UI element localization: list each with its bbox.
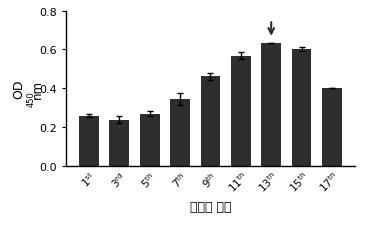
Text: 450: 450 bbox=[26, 90, 36, 106]
Bar bbox=[322, 88, 342, 166]
Bar bbox=[109, 120, 129, 166]
X-axis label: 不同筛 数轮: 不同筛 数轮 bbox=[190, 200, 231, 213]
Bar bbox=[79, 116, 99, 166]
Bar bbox=[231, 56, 251, 166]
Bar bbox=[201, 77, 220, 166]
Bar bbox=[292, 50, 311, 166]
Text: OD: OD bbox=[12, 79, 25, 99]
Text: nm: nm bbox=[31, 79, 44, 98]
Bar bbox=[261, 43, 281, 166]
Bar bbox=[140, 114, 160, 166]
Bar bbox=[170, 100, 190, 166]
